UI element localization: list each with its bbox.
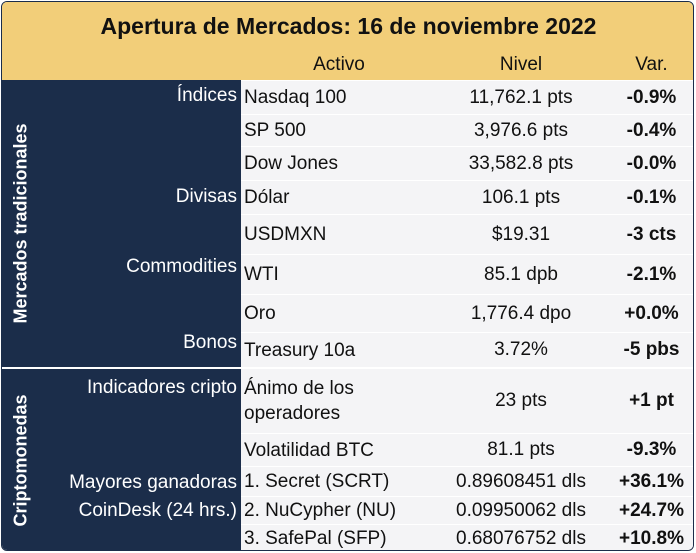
asset-cell: Ánimo de los operadores [244, 378, 354, 424]
table-row: SP 500 3,976.6 pts -0.4% [241, 114, 693, 146]
category-commodities: Commodities [40, 256, 241, 292]
level-cell: 1,776.4 dpo [470, 302, 572, 324]
table-row: Volatilidad BTC 81.1 pts -9.3% [241, 433, 693, 466]
table-row: 3. SafePal (SFP) 0.68076752 dls +10.8% [241, 524, 693, 550]
category-indices: Índices [40, 80, 241, 122]
level-cell: 33,582.8 pts [468, 152, 574, 174]
table-row: Oro 1,776.4 dpo +0.0% [241, 294, 693, 332]
category-gainers: Mayores ganadoras CoinDesk (24 hrs.) [40, 463, 241, 550]
table-row: Ánimo de los operadores 23 pts +1 pt [241, 367, 693, 433]
asset-cell: Volatilidad BTC [244, 439, 374, 461]
change-cell: -9.3% [626, 439, 677, 460]
category-gainers-label-1: Mayores ganadoras [69, 472, 237, 493]
table-row: 2. NuCypher (NU) 0.09950062 dls +24.7% [241, 496, 693, 524]
category-spacer-1 [40, 122, 241, 182]
level-cell: 0.09950062 dls [456, 499, 586, 521]
asset-cell: 2. NuCypher (NU) [244, 500, 397, 521]
table-row: Nasdaq 100 11,762.1 pts -0.9% [241, 80, 693, 114]
change-cell: +10.8% [619, 527, 684, 549]
category-indices-label: Índices [176, 85, 237, 106]
category-spacer-4 [40, 435, 241, 463]
header-asset: Activo [241, 50, 437, 80]
asset-cell: Dólar [244, 187, 290, 208]
asset-cell: 3. SafePal (SFP) [244, 528, 387, 549]
change-cell: -0.4% [626, 119, 677, 141]
header-change: Var. [608, 50, 693, 80]
level-cell: 11,762.1 pts [469, 86, 573, 108]
change-cell: -2.1% [626, 263, 677, 285]
category-crypto-indicators-label: Indicadores cripto [87, 377, 237, 398]
level-cell: 3.72% [494, 339, 548, 360]
category-spacer-3 [40, 292, 241, 330]
change-cell: +0.0% [624, 302, 679, 324]
level-cell: 85.1 dpb [484, 263, 558, 285]
level-cell: 106.1 pts [481, 186, 561, 208]
change-cell: -0.0% [626, 152, 677, 174]
asset-cell: Oro [244, 303, 276, 324]
category-bonds: Bonos [40, 330, 241, 367]
asset-cell: Nasdaq 100 [244, 87, 347, 108]
change-cell: -3 cts [626, 223, 677, 245]
asset-cell: SP 500 [244, 120, 306, 141]
category-commodities-label: Commodities [126, 256, 237, 277]
level-cell: 0.68076752 dls [456, 527, 586, 549]
change-cell: +1 pt [629, 390, 674, 411]
asset-cell: Dow Jones [244, 153, 338, 174]
change-cell: +24.7% [619, 499, 684, 521]
header-blank [2, 50, 241, 80]
level-cell: 81.1 pts [487, 439, 555, 460]
section-crypto-label: Criptomonedas [10, 394, 31, 527]
section-traditional: Mercados tradicionales [2, 80, 40, 367]
level-cell: 3,976.6 pts [473, 119, 569, 141]
table-row: Treasury 10a 3.72% -5 pbs [241, 332, 693, 367]
section-traditional-label: Mercados tradicionales [10, 123, 31, 324]
table-row: USDMXN $19.31 -3 cts [241, 214, 693, 254]
category-bonds-label: Bonos [183, 332, 237, 353]
change-cell: -5 pbs [623, 339, 680, 360]
table-row: Dólar 106.1 pts -0.1% [241, 180, 693, 214]
asset-cell: Treasury 10a [244, 339, 356, 361]
table-row: WTI 85.1 dpb -2.1% [241, 254, 693, 294]
category-spacer-2 [40, 224, 241, 256]
category-gainers-label-2: CoinDesk (24 hrs.) [78, 500, 237, 521]
category-crypto-indicators: Indicadores cripto [40, 367, 241, 435]
change-cell: -0.9% [626, 86, 677, 108]
category-currencies: Divisas [40, 182, 241, 224]
level-cell: 23 pts [495, 390, 547, 411]
change-cell: +36.1% [619, 470, 684, 492]
level-cell: $19.31 [491, 223, 551, 245]
asset-cell: WTI [244, 264, 279, 285]
section-crypto: Criptomonedas [2, 367, 40, 550]
table-title: Apertura de Mercados: 16 de noviembre 20… [2, 2, 693, 50]
category-currencies-label: Divisas [175, 186, 237, 207]
asset-cell: USDMXN [244, 224, 327, 245]
change-cell: -0.1% [626, 186, 677, 208]
header-level: Nivel [434, 50, 608, 80]
table-row: Dow Jones 33,582.8 pts -0.0% [241, 146, 693, 180]
asset-cell: 1. Secret (SCRT) [244, 471, 390, 492]
table-row: 1. Secret (SCRT) 0.89608451 dls +36.1% [241, 466, 693, 496]
level-cell: 0.89608451 dls [456, 470, 586, 492]
